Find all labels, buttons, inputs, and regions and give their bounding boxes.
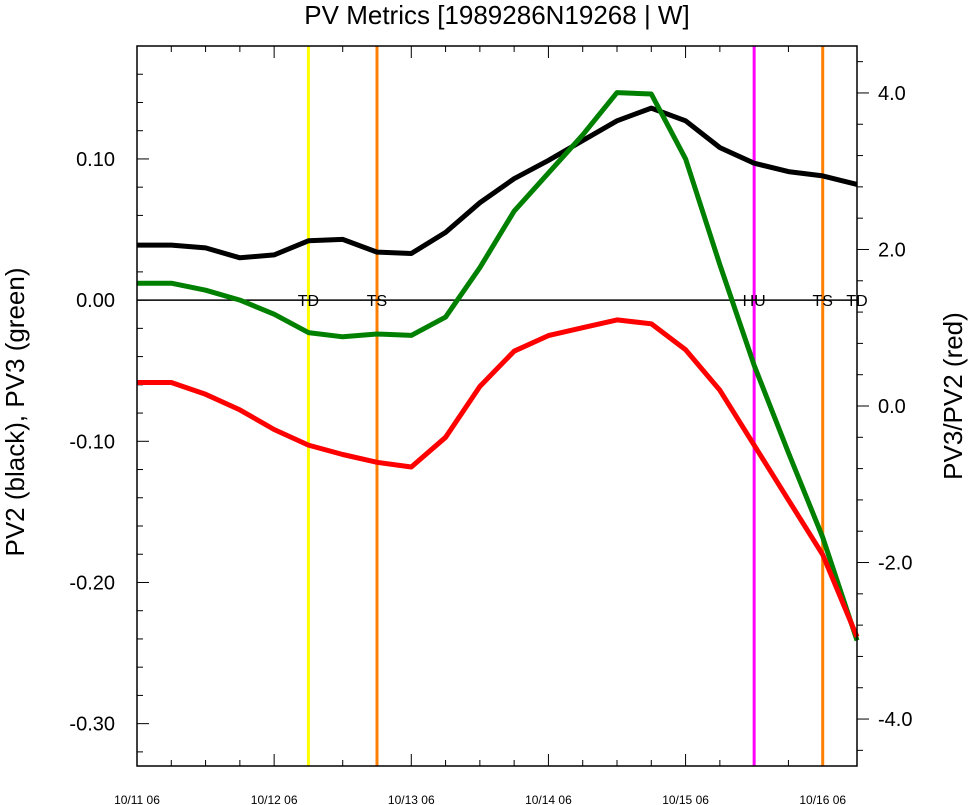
right-tick-label: 4.0 bbox=[878, 83, 906, 105]
x-tick-label: 10/15 06 bbox=[662, 793, 709, 805]
left-tick-label: 0.10 bbox=[76, 149, 115, 171]
stage-marker-label: HU bbox=[743, 293, 766, 310]
x-tick-label: 10/13 06 bbox=[388, 793, 435, 805]
right-axis-label: PV3/PV2 (red) bbox=[938, 312, 968, 480]
right-tick-label: -4.0 bbox=[878, 709, 912, 731]
right-tick-label: 2.0 bbox=[878, 239, 906, 261]
x-tick-label: 10/12 06 bbox=[251, 793, 298, 805]
stage-marker-label: TD bbox=[298, 293, 319, 310]
left-tick-label: 0.00 bbox=[76, 290, 115, 312]
series-line bbox=[137, 90, 860, 642]
chart-title: PV Metrics [1989286N19268 | W] bbox=[304, 0, 689, 30]
plot-frame bbox=[136, 45, 858, 767]
x-tick-label: 10/11 06 bbox=[114, 793, 160, 805]
left-tick-label: -0.30 bbox=[69, 714, 115, 736]
stage-marker-label: TS bbox=[812, 293, 832, 310]
stage-markers bbox=[306, 46, 825, 766]
tick-labels: 10/11 06 10/12 06 10/13 06 10/14 06 10/15 06… bbox=[69, 83, 912, 805]
left-tick-label: -0.20 bbox=[69, 572, 115, 594]
x-tick-label: 10/14 06 bbox=[525, 793, 572, 805]
series-line bbox=[137, 105, 858, 261]
right-tick-label: 0.0 bbox=[878, 396, 906, 418]
series-line bbox=[137, 317, 860, 638]
x-tick-label: 10/16 06 bbox=[799, 793, 846, 805]
stage-marker-label: TS bbox=[367, 293, 387, 310]
axis-ticks bbox=[136, 45, 869, 766]
left-axis-label: PV2 (black), PV3 (green) bbox=[0, 267, 30, 556]
left-tick-label: -0.10 bbox=[69, 431, 115, 453]
data-series bbox=[137, 90, 860, 642]
right-tick-label: -2.0 bbox=[878, 553, 912, 575]
